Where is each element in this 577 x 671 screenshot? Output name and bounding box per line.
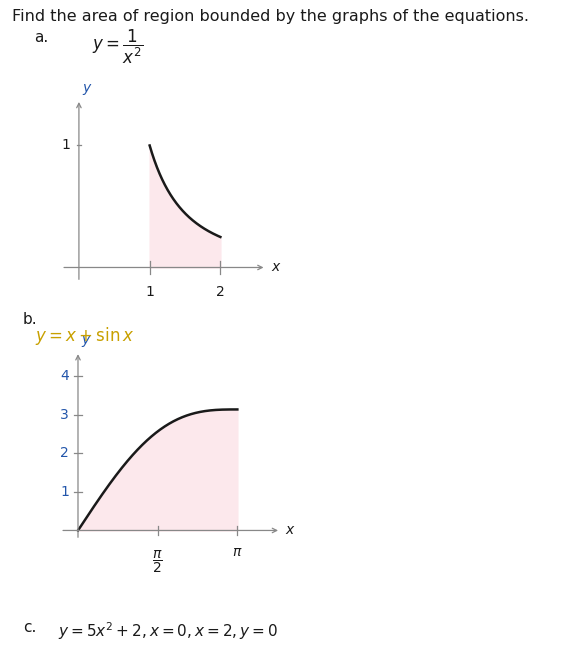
Text: a.: a. bbox=[35, 30, 49, 45]
Text: 4: 4 bbox=[60, 369, 69, 383]
Text: $\dfrac{\pi}{2}$: $\dfrac{\pi}{2}$ bbox=[152, 549, 163, 575]
Text: c.: c. bbox=[23, 620, 36, 635]
Text: $y = 5x^2 + 2, x = 0, x = 2, y = 0$: $y = 5x^2 + 2, x = 0, x = 2, y = 0$ bbox=[58, 620, 278, 641]
Text: 1: 1 bbox=[60, 485, 69, 499]
Text: 1: 1 bbox=[62, 138, 70, 152]
Text: $y = x + \sin x$: $y = x + \sin x$ bbox=[35, 325, 134, 348]
Text: $y = \dfrac{1}{x^2}$: $y = \dfrac{1}{x^2}$ bbox=[92, 28, 144, 66]
Text: $x$: $x$ bbox=[271, 260, 282, 274]
Text: 2: 2 bbox=[216, 285, 225, 299]
Text: $\pi$: $\pi$ bbox=[232, 545, 242, 559]
Text: Find the area of region bounded by the graphs of the equations.: Find the area of region bounded by the g… bbox=[12, 9, 529, 23]
Text: $y$: $y$ bbox=[81, 333, 92, 349]
Text: b.: b. bbox=[23, 312, 38, 327]
Text: 1: 1 bbox=[145, 285, 154, 299]
Text: $x$: $x$ bbox=[285, 523, 295, 537]
Text: $y$: $y$ bbox=[82, 82, 92, 97]
Text: 2: 2 bbox=[60, 446, 69, 460]
Text: 3: 3 bbox=[60, 408, 69, 422]
